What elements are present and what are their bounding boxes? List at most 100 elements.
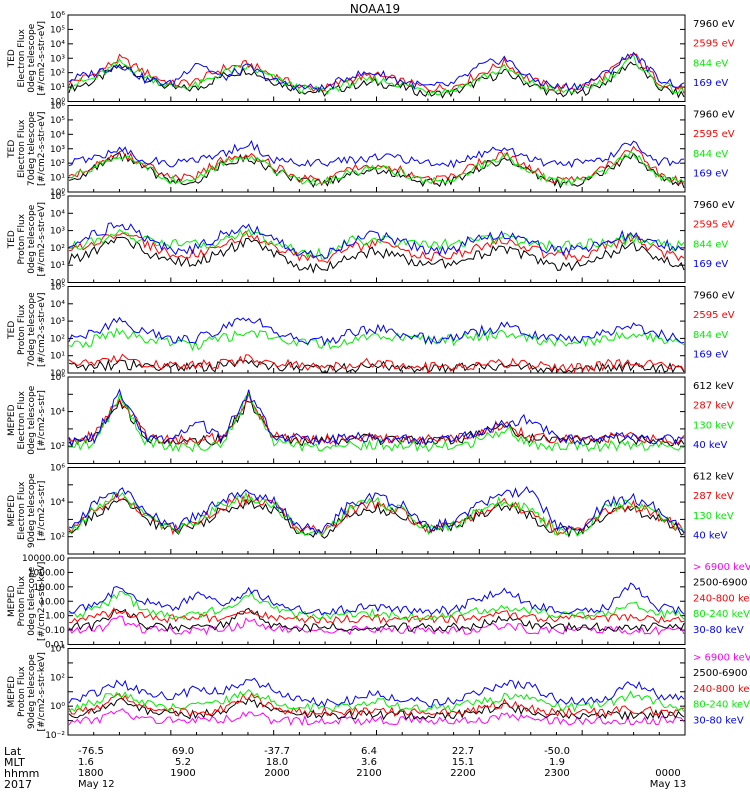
panel-3-ytick-label: 10⁵ <box>50 192 65 202</box>
panel-1-ytick-label: 10⁵ <box>50 25 65 35</box>
panel-5-ylabel-line: [#/cm2-s-str] <box>37 390 47 450</box>
panel-7-ylabel: MEPED Proton Flux 0deg telescope [#/cm2-s-s… <box>7 562 47 641</box>
footer-hhmm-value: 1800 <box>78 768 103 779</box>
panel-8-legend-5: 30-80 keV <box>693 715 744 726</box>
footer-lat-value: -50.0 <box>544 746 570 757</box>
panel-2-legend-4: 169 eV <box>693 168 728 179</box>
panel-1-legend-2: 2595 eV <box>693 39 735 50</box>
panel-7-ytick-label: 100.00 <box>34 583 66 593</box>
panel-5-series-green <box>68 392 685 453</box>
panel-5-ylabel-line: 0deg telescope <box>27 385 37 455</box>
panel-7-legend-4: 80-240 keV <box>693 609 750 620</box>
panel-8-legend-4: 80-240 keV <box>693 700 750 711</box>
panel-3-ytick-label: 10⁰ <box>50 279 65 289</box>
panel-5-ylabel-line: Electron Flux <box>17 390 27 449</box>
panel-5-frame <box>67 376 686 464</box>
footer-lat-value: 22.7 <box>452 746 474 757</box>
panel-7-ytick-label: 1.00 <box>45 612 65 622</box>
panel-7-series-blue <box>68 582 685 616</box>
footer-lat-label: Lat <box>4 745 22 758</box>
panel-7-series-green <box>68 590 685 621</box>
panel-8-frame <box>67 648 686 736</box>
panel-1-ylabel-line: 0deg telescope <box>27 23 37 93</box>
panel-6-legend-1: 612 keV <box>693 472 734 483</box>
panel-3-series-green <box>68 228 685 260</box>
footer-mlt-value: 3.6 <box>361 757 377 768</box>
panel-4-legend-4: 169 eV <box>693 349 728 360</box>
panel-5-ytick-label: 10⁶ <box>50 373 65 383</box>
panel-8-legend-1: > 6900 keV <box>693 653 750 664</box>
panel-2-series-black <box>68 151 685 189</box>
panel-6-series-red <box>68 492 685 537</box>
footer-hhmm-label: hhmm <box>4 767 40 780</box>
panel-6-ylabel-line: 90deg telescope <box>27 473 37 548</box>
panel-2-frame <box>67 105 686 193</box>
panel-7-ytick-label: 10000.00 <box>22 554 65 564</box>
panel-4-ytick-label: 10¹ <box>50 352 65 362</box>
panel-4-ytick-label: 10⁰ <box>50 369 65 379</box>
panel-4-series-red <box>68 353 685 374</box>
panel-7-series-red <box>68 607 685 625</box>
panel-3-ytick-label: 10⁴ <box>50 209 65 219</box>
panel-1-legend-3: 844 eV <box>693 58 728 69</box>
panel-2-ytick-label: 10⁰ <box>50 188 65 198</box>
panel-1-series-blue <box>68 51 685 93</box>
panel-7-ylabel-line: [#/cm2-s-str-keV] <box>37 562 47 641</box>
panel-6-legend-3: 130 keV <box>693 511 734 522</box>
panel-4-legend-3: 844 eV <box>693 330 728 341</box>
panel-2-ytick-label: 10¹ <box>50 174 65 184</box>
panel-1-ylabel-line: Electron Flux <box>17 28 27 87</box>
footer-mlt-value: 1.9 <box>549 757 565 768</box>
panel-3-legend-4: 169 eV <box>693 259 728 270</box>
panel-5-ylabel-line: MEPED <box>7 404 17 436</box>
panel-5-ytick-label: 10² <box>50 442 65 452</box>
footer-mlt-label: MLT <box>4 756 25 769</box>
footer-lat-value: 69.0 <box>172 746 194 757</box>
panel-4-legend-1: 7960 eV <box>693 291 735 302</box>
panel-7-legend-1: > 6900 keV <box>693 562 750 573</box>
panel-8-series-magenta <box>68 708 685 727</box>
panel-3-ytick-label: 10² <box>50 244 65 254</box>
panel-8-series-blue <box>68 677 685 708</box>
footer-mlt-value: 5.2 <box>175 757 191 768</box>
panel-3-ytick-label: 10³ <box>50 227 65 237</box>
panel-8-ytick-label: 10⁰ <box>50 702 65 712</box>
panel-2-ylabel-line: 70deg telescope <box>27 111 37 186</box>
panel-3-series-black <box>68 236 685 274</box>
panel-2-ylabel-line: Electron Flux <box>17 119 27 178</box>
panel-6-legend-2: 287 keV <box>693 491 734 502</box>
footer-year-label: 2017 <box>4 778 32 791</box>
panel-3-ytick-label: 10¹ <box>50 261 65 271</box>
panel-2-ylabel: TED Electron Flux 70deg telescope [#/cm2-s-… <box>7 111 47 186</box>
panel-2-ytick-label: 10² <box>50 159 65 169</box>
panel-6-ylabel-line: MEPED <box>7 495 17 527</box>
panel-5-series-black <box>68 398 685 447</box>
panel-2-legend-3: 844 eV <box>693 149 728 160</box>
panel-4-ylabel-line: Proton Flux <box>17 304 27 355</box>
panel-8-legend-2: 2500-6900 <box>693 668 748 679</box>
panel-3-ylabel-line: [#/cm2-s-str-eV] <box>37 202 47 277</box>
panel-5-ytick-label: 10⁴ <box>50 408 65 418</box>
footer-2017-value: May 12 <box>78 779 115 790</box>
panel-4-ylabel: TED Proton Flux 70deg telescope [#/cm2-s-st… <box>7 292 47 367</box>
panel-3-ylabel-line: 0deg telescope <box>27 204 37 274</box>
panel-6-ytick-label: 10⁶ <box>50 464 65 474</box>
panel-1-ytick-label: 10² <box>50 69 65 79</box>
panel-6-ytick-label: 10⁴ <box>50 498 65 508</box>
panel-6-series-blue <box>68 486 685 536</box>
footer-hhmm-value: 1900 <box>170 768 195 779</box>
panel-2-ytick-label: 10³ <box>50 145 65 155</box>
panel-2-ylabel-line: TED <box>7 140 17 159</box>
panel-4-legend-2: 2595 eV <box>693 310 735 321</box>
panel-8-legend-3: 240-800 keV <box>693 684 750 695</box>
footer-lat-value: -37.7 <box>264 746 290 757</box>
panel-7-series-black <box>69 607 685 633</box>
panel-8-series-green <box>68 689 685 713</box>
footer-hhmm-value: 2100 <box>356 768 381 779</box>
panel-1-legend-1: 7960 eV <box>693 19 735 30</box>
footer-hhmm-value: 2300 <box>544 768 569 779</box>
panel-5-legend-4: 40 keV <box>693 440 727 451</box>
panel-2-series-green <box>68 150 685 187</box>
footer-mlt-value: 18.0 <box>266 757 288 768</box>
